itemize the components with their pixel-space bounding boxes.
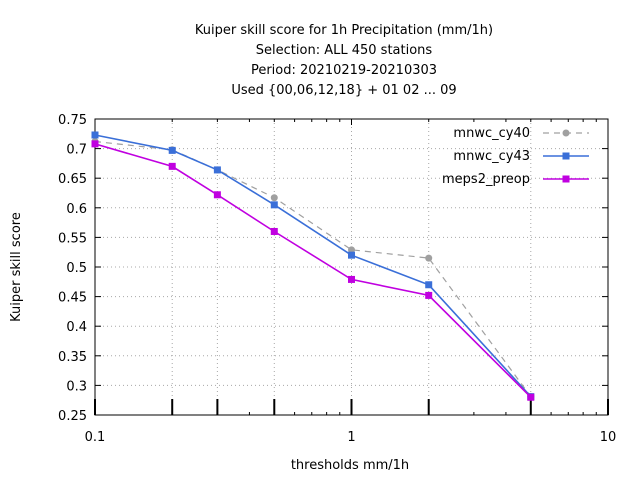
y-tick-label: 0.55 <box>58 231 87 246</box>
y-tick-label: 0.65 <box>58 172 87 187</box>
y-tick-label: 0.25 <box>58 409 87 424</box>
y-tick-label: 0.5 <box>66 261 87 276</box>
legend-marker-mnwc_cy43 <box>562 152 570 160</box>
legend-label-mnwc_cy43: mnwc_cy43 <box>453 149 530 164</box>
legend: mnwc_cy40 mnwc_cy43 meps2_preop <box>442 126 589 187</box>
data-point-meps2_preop <box>348 275 355 283</box>
data-point-meps2_preop <box>527 393 535 401</box>
y-axis-title: Kuiper skill score <box>9 212 24 322</box>
y-tick-label: 0.3 <box>66 379 87 394</box>
plot-frame <box>94 118 609 416</box>
axes: 0.25 0.3 0.35 0.4 0.45 0.5 0.55 0.6 0.65 0.7 0.75 0… <box>58 113 616 445</box>
data-point-meps2_preop <box>91 140 99 148</box>
x-axis-title: thresholds mm/1h <box>291 458 409 473</box>
y-tick-label: 0.45 <box>58 291 87 306</box>
data-point-meps2_preop <box>425 291 433 299</box>
x-tick-label: 1 <box>347 430 355 445</box>
data-point-mnwc_cy43 <box>168 146 176 154</box>
plot-series <box>91 131 535 401</box>
data-point-mnwc_cy40 <box>425 254 433 262</box>
data-point-mnwc_cy40 <box>270 194 278 202</box>
title-line-1: Kuiper skill score for 1h Precipitation … <box>195 23 493 38</box>
x-tick-label: 10 <box>600 430 617 445</box>
data-point-meps2_preop <box>270 227 278 235</box>
y-tick-label: 0.6 <box>66 202 87 217</box>
title-line-4: Used {00,06,12,18} + 01 02 ... 09 <box>231 83 456 98</box>
y-tick-label: 0.75 <box>58 113 87 128</box>
data-point-mnwc_cy43 <box>213 166 221 174</box>
chart-title: Kuiper skill score for 1h Precipitation … <box>195 23 493 98</box>
data-point-meps2_preop <box>213 191 221 199</box>
legend-marker-meps2_preop <box>562 175 570 183</box>
x-tick-label: 0.1 <box>85 430 106 445</box>
data-point-mnwc_cy43 <box>348 251 355 259</box>
data-point-mnwc_cy43 <box>425 281 433 289</box>
data-point-meps2_preop <box>168 162 176 170</box>
y-tick-label: 0.7 <box>66 143 87 158</box>
data-point-mnwc_cy40 <box>348 246 355 254</box>
legend-label-meps2_preop: meps2_preop <box>442 172 530 187</box>
y-tick-label: 0.35 <box>58 350 87 365</box>
title-line-3: Period: 20210219-20210303 <box>251 63 437 78</box>
y-tick-label: 0.4 <box>66 320 87 335</box>
data-point-mnwc_cy43 <box>270 201 278 209</box>
grid <box>95 119 608 415</box>
legend-marker-mnwc_cy40 <box>562 129 570 137</box>
data-point-mnwc_cy43 <box>91 131 99 139</box>
legend-label-mnwc_cy40: mnwc_cy40 <box>453 126 530 141</box>
title-line-2: Selection: ALL 450 stations <box>256 43 433 58</box>
